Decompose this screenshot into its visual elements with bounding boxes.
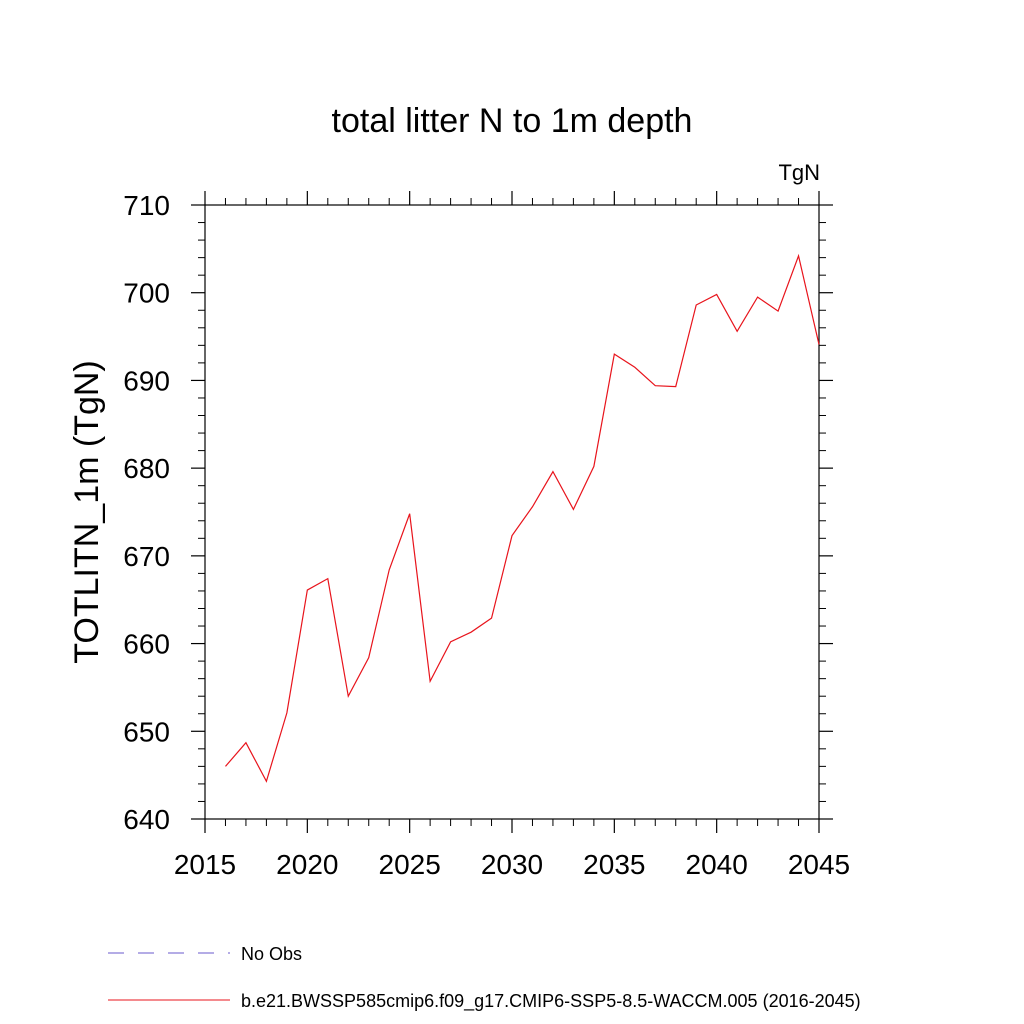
axis-ticks (191, 191, 833, 833)
y-tick-label: 660 (123, 629, 170, 660)
y-tick-label: 670 (123, 541, 170, 572)
legend-series-label: b.e21.BWSSP585cmip6.f09_g17.CMIP6-SSP5-8… (241, 991, 861, 1012)
chart-title: total litter N to 1m depth (332, 102, 693, 140)
y-tick-label: 640 (123, 804, 170, 835)
x-tick-label: 2040 (686, 849, 748, 880)
y-tick-label: 680 (123, 453, 170, 484)
y-tick-label: 710 (123, 190, 170, 221)
legend-no-obs-label: No Obs (241, 944, 302, 964)
y-tick-label: 690 (123, 365, 170, 396)
y-tick-label: 700 (123, 278, 170, 309)
plot-frame (204, 204, 820, 820)
x-tick-label: 2030 (481, 849, 543, 880)
y-axis-label: TOTLITN_1m (TgN) (68, 360, 106, 664)
legend: No Obs b.e21.BWSSP585cmip6.f09_g17.CMIP6-… (108, 944, 861, 1012)
x-tick-label: 2035 (583, 849, 645, 880)
series-line (225, 253, 820, 783)
x-tick-label: 2015 (174, 849, 236, 880)
y-tick-label: 650 (123, 716, 170, 747)
units-label: TgN (778, 160, 820, 185)
axis-tick-labels: 2015 2020 2025 2030 2035 2040 2045 640 650 660 670… (123, 190, 850, 880)
x-tick-label: 2025 (379, 849, 441, 880)
x-tick-label: 2020 (276, 849, 338, 880)
series-layer (225, 253, 820, 783)
x-tick-label: 2045 (788, 849, 850, 880)
